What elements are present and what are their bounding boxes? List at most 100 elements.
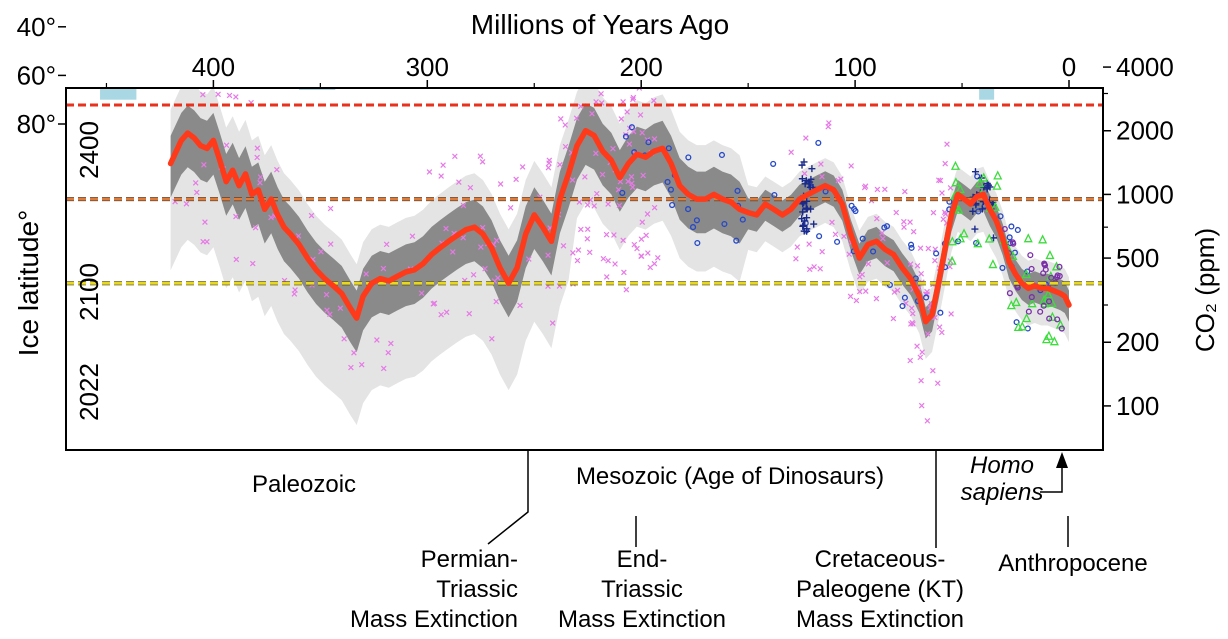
- proxy-point: [327, 241, 334, 247]
- proxy-point: [546, 157, 553, 164]
- proxy-point: [233, 256, 240, 263]
- proxy-point: [971, 225, 979, 233]
- proxy-point: [664, 178, 671, 186]
- proxy-point: [593, 190, 600, 197]
- proxy-point: [851, 205, 858, 213]
- proxy-point: [908, 244, 915, 251]
- proxy-point: [477, 153, 484, 159]
- proxy-point: [470, 271, 477, 278]
- proxy-point: [628, 174, 635, 180]
- proxy-point: [938, 329, 945, 336]
- homo-sapiens-arrow-line: [1040, 466, 1063, 493]
- proxy-point: [363, 271, 369, 277]
- proxy-point: [882, 186, 888, 193]
- proxy-point: [914, 262, 921, 269]
- x-tick-label: 300: [406, 52, 449, 82]
- proxy-point: [348, 364, 354, 371]
- proxy-point: [935, 177, 942, 183]
- proxy-point: [924, 418, 931, 424]
- proxy-point: [634, 245, 640, 252]
- proxy-point: [1006, 234, 1013, 241]
- proxy-point: [959, 228, 969, 238]
- ice-extent-block: [100, 88, 137, 100]
- proxy-point: [519, 164, 526, 170]
- proxy-point: [1017, 321, 1027, 331]
- proxy-point: [600, 51, 605, 56]
- proxy-point: [456, 179, 462, 185]
- proxy-point: [1008, 251, 1018, 261]
- proxy-point: [979, 172, 989, 182]
- proxy-point: [192, 180, 199, 186]
- y-right-tick-label: 1000: [1116, 179, 1174, 209]
- proxy-point: [909, 310, 916, 317]
- proxy-point: [545, 164, 552, 171]
- proxy-point: [937, 309, 944, 316]
- proxy-point: [942, 160, 949, 167]
- proxy-point: [608, 67, 613, 72]
- proxy-point: [629, 184, 636, 191]
- proxy-point: [638, 253, 645, 259]
- reference-line-labels: 2400 2100 2022: [74, 121, 104, 421]
- x-axis-ticks: 400 300 200 100 0: [105, 52, 1076, 88]
- x-tick-label: 200: [620, 52, 663, 82]
- proxy-point: [802, 204, 810, 212]
- proxy-point: [803, 135, 809, 141]
- proxy-point: [645, 139, 652, 146]
- proxy-point: [859, 235, 866, 242]
- proxy-point: [817, 265, 824, 272]
- proxy-point: [201, 161, 207, 168]
- proxy-point: [610, 145, 616, 152]
- proxy-point: [612, 261, 618, 267]
- proxy-point: [1008, 223, 1015, 230]
- proxy-point: [380, 365, 387, 372]
- proxy-point: [549, 320, 556, 326]
- proxy-point: [806, 183, 814, 191]
- proxy-point: [1043, 289, 1053, 299]
- proxy-point: [907, 357, 914, 364]
- proxy-point: [1014, 226, 1021, 234]
- proxy-point: [438, 173, 444, 179]
- proxy-point: [685, 154, 692, 161]
- proxy-point: [841, 233, 847, 240]
- ice-extent-block: [979, 88, 995, 100]
- proxy-point: [616, 202, 623, 209]
- proxy-point: [620, 99, 626, 105]
- proxy-point: [1044, 330, 1054, 340]
- proxy-point: [443, 225, 449, 232]
- y-axis-right-ticks: 4000 2000 1000 500 200 100: [1103, 52, 1174, 421]
- proxy-point: [1056, 263, 1063, 270]
- proxy-point: [971, 168, 979, 176]
- proxy-point: [890, 315, 897, 322]
- proxy-point: [829, 219, 835, 226]
- y-right-tick-label: 500: [1116, 243, 1159, 273]
- plot-frame: [65, 87, 1104, 451]
- proxy-point: [603, 274, 610, 280]
- proxy-point: [1048, 274, 1055, 281]
- proxy-point: [593, 49, 598, 54]
- proxy-point: [944, 141, 950, 148]
- proxy-point: [815, 139, 822, 146]
- proxy-point: [584, 202, 591, 208]
- proxy-point: [936, 324, 943, 330]
- proxy-point: [918, 402, 925, 409]
- proxy-point: [562, 122, 569, 128]
- proxy-point: [924, 331, 931, 337]
- proxy-point: [948, 311, 954, 317]
- proxy-point: [1058, 325, 1065, 332]
- proxy-point: [1013, 319, 1020, 326]
- proxy-point: [623, 286, 630, 293]
- proxy-point: [637, 112, 644, 118]
- proxy-point: [507, 204, 514, 211]
- proxy-point: [918, 377, 924, 384]
- proxy-point: [973, 239, 980, 247]
- proxy-point: [689, 224, 697, 231]
- proxy-point: [525, 256, 532, 262]
- proxy-point: [327, 311, 333, 318]
- proxy-point: [418, 290, 425, 296]
- proxy-point: [603, 231, 610, 238]
- annotation-permian-3: Mass Extinction: [350, 606, 518, 633]
- proxy-point: [622, 132, 629, 138]
- proxy-point: [341, 335, 347, 342]
- proxy-point: [628, 124, 635, 131]
- proxy-point: [865, 261, 872, 267]
